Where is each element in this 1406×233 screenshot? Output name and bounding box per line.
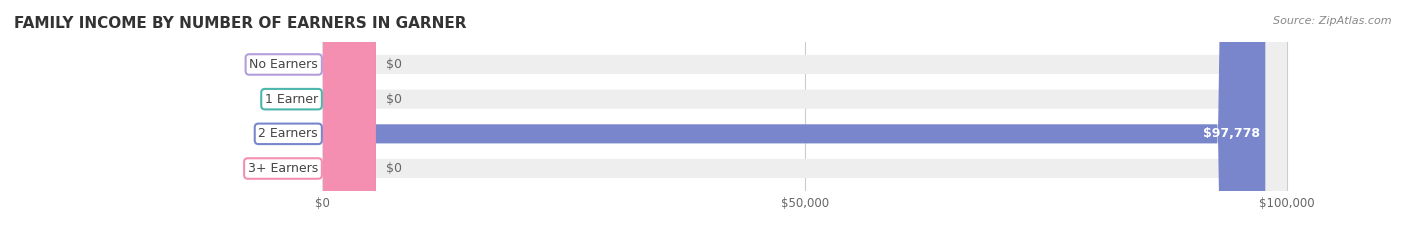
Text: $0: $0: [385, 93, 402, 106]
Text: $97,778: $97,778: [1204, 127, 1261, 140]
Text: $0: $0: [385, 162, 402, 175]
FancyBboxPatch shape: [323, 0, 1286, 233]
Text: No Earners: No Earners: [249, 58, 318, 71]
Text: 3+ Earners: 3+ Earners: [247, 162, 318, 175]
Text: FAMILY INCOME BY NUMBER OF EARNERS IN GARNER: FAMILY INCOME BY NUMBER OF EARNERS IN GA…: [14, 16, 467, 31]
FancyBboxPatch shape: [323, 0, 375, 233]
FancyBboxPatch shape: [323, 0, 1265, 233]
FancyBboxPatch shape: [323, 0, 1286, 233]
Text: Source: ZipAtlas.com: Source: ZipAtlas.com: [1274, 16, 1392, 26]
FancyBboxPatch shape: [323, 0, 375, 233]
FancyBboxPatch shape: [323, 0, 375, 233]
Text: 1 Earner: 1 Earner: [264, 93, 318, 106]
Text: $0: $0: [385, 58, 402, 71]
FancyBboxPatch shape: [323, 0, 1286, 233]
FancyBboxPatch shape: [323, 0, 1286, 233]
Text: 2 Earners: 2 Earners: [259, 127, 318, 140]
